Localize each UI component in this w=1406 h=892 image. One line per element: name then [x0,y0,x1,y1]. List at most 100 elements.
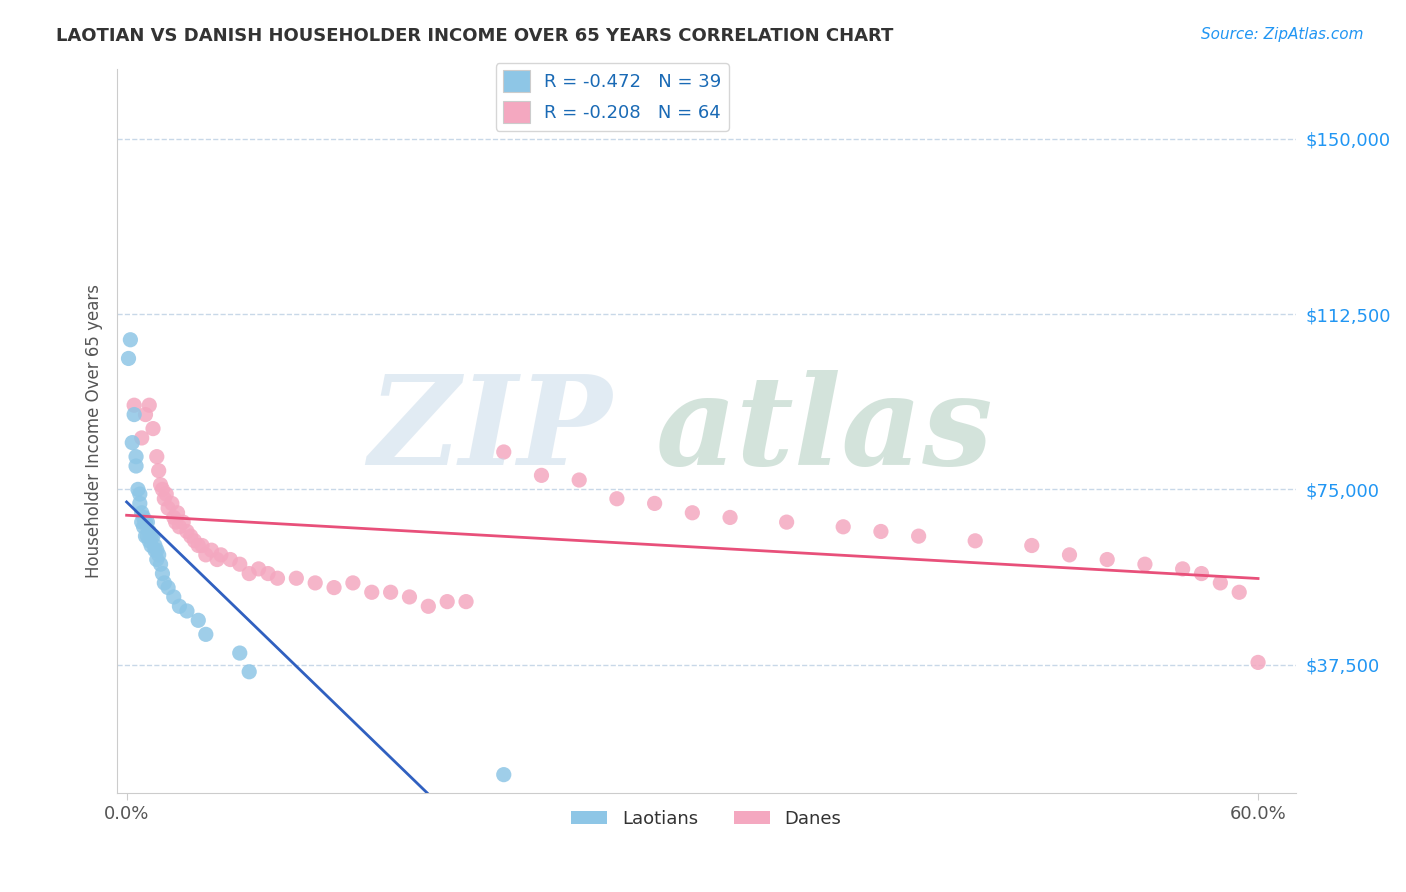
Point [568,473,591,487]
Point [146,552,169,566]
Point [775,515,797,529]
Point [492,767,515,781]
Point [1095,552,1118,566]
Point [169,520,191,534]
Point [117,351,139,366]
Point [907,529,929,543]
Point [194,627,217,641]
Point [157,581,180,595]
Point [134,515,156,529]
Point [606,491,628,506]
Point [187,539,209,553]
Point [131,515,153,529]
Point [148,548,170,562]
Point [176,524,198,539]
Point [285,571,308,585]
Point [832,520,855,534]
Point [143,543,166,558]
Point [530,468,553,483]
Point [128,496,150,510]
Point [132,510,155,524]
Point [142,529,165,543]
Point [121,435,143,450]
Point [360,585,382,599]
Point [166,506,188,520]
Point [152,483,174,497]
Point [418,599,440,614]
Point [172,515,194,529]
Point [132,520,155,534]
Y-axis label: Householder Income Over 65 years: Householder Income Over 65 years [86,284,103,578]
Point [380,585,402,599]
Point [200,543,222,558]
Point [134,529,156,543]
Point [644,496,666,510]
Point [125,458,148,473]
Point [304,575,326,590]
Point [131,431,153,445]
Point [1171,562,1194,576]
Point [128,487,150,501]
Point [160,496,183,510]
Point [870,524,893,539]
Point [205,552,228,566]
Point [183,533,205,548]
Point [1059,548,1081,562]
Point [1227,585,1250,599]
Point [163,590,186,604]
Point [122,408,145,422]
Point [138,533,160,548]
Point [152,566,174,581]
Point [169,599,191,614]
Point [681,506,703,520]
Point [266,571,288,585]
Point [187,613,209,627]
Point [120,333,142,347]
Text: ZIP: ZIP [368,370,612,491]
Point [163,510,186,524]
Point [209,548,232,562]
Point [139,529,162,543]
Point [136,529,159,543]
Point [1191,566,1213,581]
Point [718,510,741,524]
Point [136,515,159,529]
Point [1021,539,1043,553]
Point [342,575,364,590]
Text: LAOTIAN VS DANISH HOUSEHOLDER INCOME OVER 65 YEARS CORRELATION CHART: LAOTIAN VS DANISH HOUSEHOLDER INCOME OVE… [56,27,894,45]
Point [436,594,458,608]
Point [153,575,176,590]
Point [155,487,177,501]
Text: atlas: atlas [655,370,993,491]
Point [122,398,145,412]
Point [146,450,169,464]
Point [180,529,202,543]
Point [143,539,166,553]
Point [229,646,252,660]
Point [965,533,987,548]
Point [149,558,172,572]
Point [138,524,160,539]
Point [257,566,280,581]
Point [247,562,270,576]
Point [153,491,176,506]
Point [191,539,214,553]
Point [229,558,252,572]
Point [125,450,148,464]
Point [165,515,187,529]
Legend: Laotians, Danes: Laotians, Danes [564,803,849,835]
Point [142,421,165,435]
Point [238,665,260,679]
Point [134,408,156,422]
Point [1209,575,1232,590]
Point [1247,656,1270,670]
Point [176,604,198,618]
Point [323,581,346,595]
Text: Source: ZipAtlas.com: Source: ZipAtlas.com [1201,27,1364,42]
Point [454,594,477,608]
Point [398,590,420,604]
Point [157,501,180,516]
Point [1133,558,1156,572]
Point [148,464,170,478]
Point [492,445,515,459]
